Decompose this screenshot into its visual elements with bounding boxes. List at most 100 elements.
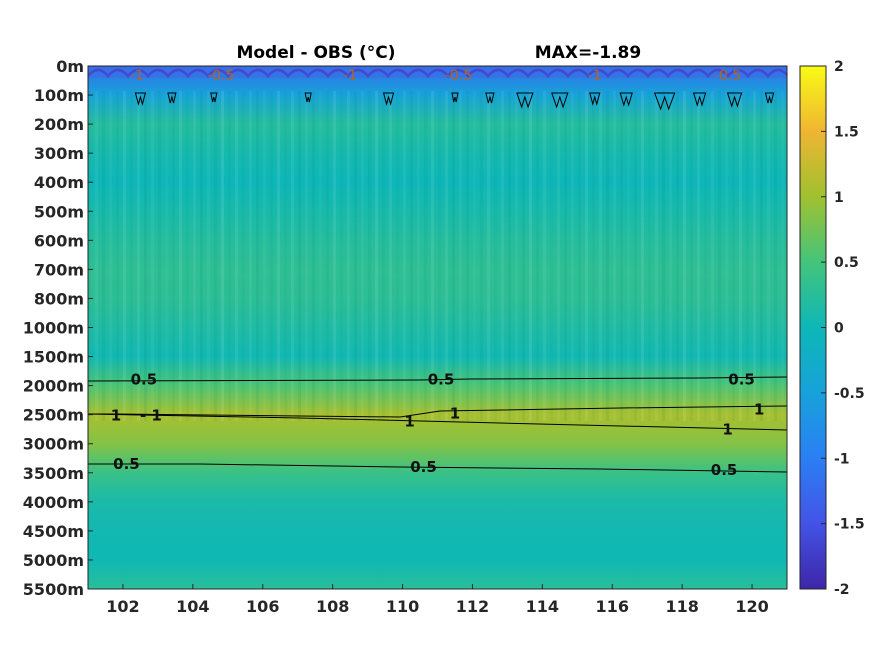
- heatmap-texture-column: [648, 91, 651, 421]
- heatmap-texture-column: [753, 91, 756, 421]
- heatmap-texture-column: [508, 91, 511, 421]
- contour-blobs-100m: [134, 92, 775, 111]
- heatmap-texture-column: [690, 91, 693, 421]
- heatmap-texture-column: [396, 91, 399, 421]
- heatmap-texture-column: [592, 91, 595, 421]
- x-tick-label: 116: [596, 597, 629, 616]
- heatmap-texture-column: [130, 91, 133, 421]
- surface-contour-wave: [88, 68, 787, 78]
- heatmap-texture-column: [655, 91, 658, 421]
- heatmap-texture-column: [207, 91, 210, 421]
- heatmap-texture-column: [235, 91, 238, 421]
- heatmap-texture-column: [151, 91, 154, 421]
- contour-label: 0.5: [728, 371, 755, 389]
- heatmap-texture-column: [557, 91, 560, 421]
- contour-label: - 1: [140, 407, 162, 425]
- heatmap-texture-column: [459, 91, 462, 421]
- max-label: MAX=-1.89: [535, 43, 641, 63]
- y-tick-label: 4000m: [23, 493, 84, 512]
- x-tick-label: 120: [735, 597, 768, 616]
- heatmap-texture-column: [144, 91, 147, 421]
- heatmap-texture-column: [319, 91, 322, 421]
- heatmap-plot-area: -1 -0.5 -1 -0.5 -1 -0.5 0.5 0.5 0.5 1 - 1 1 1 1 1 0.5 0.…: [88, 66, 787, 589]
- y-tick-label: 800m: [34, 289, 84, 308]
- x-axis: 102 104 106 108 110 112 114 116 118 120: [106, 584, 769, 616]
- heatmap-texture-column: [662, 91, 665, 421]
- colorbar-tick-label: -1: [834, 451, 850, 467]
- heatmap-texture-column: [312, 91, 315, 421]
- contour-line-1-lower: [88, 413, 787, 431]
- heatmap-texture-column: [263, 91, 266, 421]
- contour-label: 1: [404, 413, 414, 431]
- y-tick-label: 600m: [34, 231, 84, 250]
- heatmap-texture-column: [410, 91, 413, 421]
- colorbar: 2 1.5 1 0.5 0 -0.5 -1 -1.5 -2: [799, 59, 865, 598]
- heatmap-texture-column: [529, 91, 532, 421]
- heatmap-texture-column: [487, 91, 490, 421]
- y-tick-label: 300m: [34, 144, 84, 163]
- y-tick-label: 700m: [34, 260, 84, 279]
- contour-label: -1: [588, 68, 602, 84]
- heatmap-texture-column: [95, 91, 98, 421]
- colorbar-tick-label: 1.5: [834, 124, 859, 140]
- surface-contour-band: [88, 66, 787, 78]
- heatmap-texture-column: [172, 91, 175, 421]
- heatmap-texture-column: [711, 91, 714, 421]
- heatmap-texture-column: [445, 91, 448, 421]
- y-tick-label: 3000m: [23, 435, 84, 454]
- heatmap-texture-column: [368, 91, 371, 421]
- contour-label: -0.5: [445, 68, 472, 84]
- contour-label: 1: [111, 407, 121, 425]
- x-tick-label: 104: [176, 597, 209, 616]
- y-tick-label: 2000m: [23, 377, 84, 396]
- heatmap-texture-column: [326, 91, 329, 421]
- heatmap-texture-column: [102, 91, 105, 421]
- x-tick-label: 112: [456, 597, 489, 616]
- colorbar-tick-label: 2: [834, 59, 844, 75]
- contour-labels: -1 -0.5 -1 -0.5 -1 -0.5 0.5 0.5 0.5 1 - 1 1 1 1 1 0.5 0.…: [111, 68, 765, 479]
- heatmap-texture-column: [228, 91, 231, 421]
- x-tick-label: 114: [526, 597, 559, 616]
- contour-label: 0.5: [711, 461, 738, 479]
- colorbar-tick-label: -2: [834, 582, 850, 598]
- contour-line-0.5-lower: [88, 463, 787, 473]
- heatmap-texture-column: [522, 91, 525, 421]
- heatmap-texture-column: [683, 91, 686, 421]
- y-tick-label: 4500m: [23, 522, 84, 541]
- contour-line-0.5-upper: [88, 376, 787, 382]
- heatmap-texture-column: [347, 91, 350, 421]
- heatmap-texture-column: [431, 91, 434, 421]
- heatmap-texture-column: [543, 91, 546, 421]
- heatmap-texture-column: [634, 91, 637, 421]
- contour-label: 1: [450, 405, 460, 423]
- contour-blob: [210, 92, 218, 103]
- heatmap-texture-column: [501, 91, 504, 421]
- heatmap-texture-column: [564, 91, 567, 421]
- heatmap-texture-column: [214, 91, 217, 421]
- contour-blob: [653, 92, 676, 111]
- heatmap-texture-column: [585, 91, 588, 421]
- contour-blob: [382, 92, 395, 106]
- heatmap-texture-column: [438, 91, 441, 421]
- contour-label: -1: [343, 68, 357, 84]
- y-tick-label: 3500m: [23, 464, 84, 483]
- heatmap-texture-column: [774, 91, 777, 421]
- heatmap-texture-column: [88, 91, 91, 421]
- heatmap-texture-column: [137, 91, 140, 421]
- heatmap-texture-column: [480, 91, 483, 421]
- colorbar-tick-label: -1.5: [834, 517, 865, 533]
- y-tick-label: 2500m: [23, 406, 84, 425]
- chart-title: Model - OBS (°C): [236, 43, 395, 63]
- heatmap-texture-column: [277, 91, 280, 421]
- heatmap-texture-column: [578, 91, 581, 421]
- heatmap-texture-column: [165, 91, 168, 421]
- colorbar-tick-label: 0: [834, 321, 844, 337]
- heatmap-texture-column: [704, 91, 707, 421]
- heatmap-texture-column: [375, 91, 378, 421]
- heatmap-texture-column: [473, 91, 476, 421]
- x-tick-label: 108: [316, 597, 349, 616]
- heatmap-texture-column: [249, 91, 252, 421]
- heatmap-texture-column: [298, 91, 301, 421]
- y-tick-label: 500m: [34, 202, 84, 221]
- heatmap-texture-column: [123, 91, 126, 421]
